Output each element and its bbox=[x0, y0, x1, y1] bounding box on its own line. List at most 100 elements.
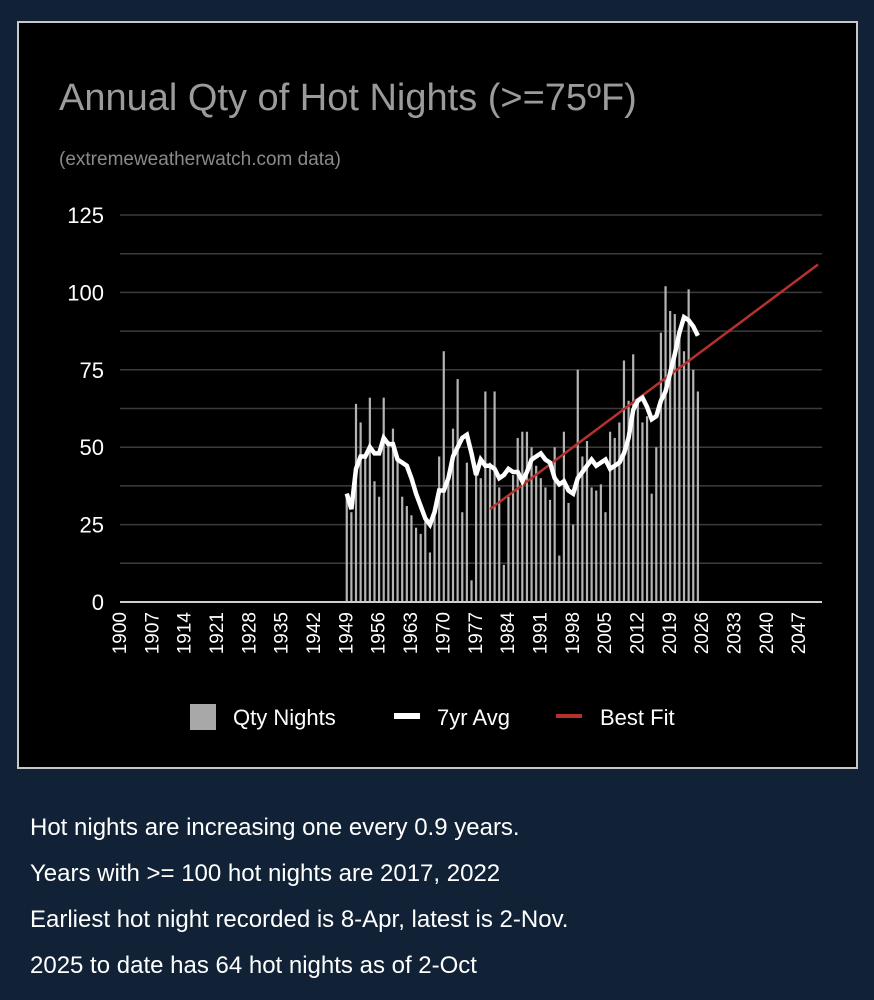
bar-2001 bbox=[590, 487, 593, 602]
y-tick-label: 125 bbox=[67, 203, 104, 228]
bar-1965 bbox=[424, 521, 427, 602]
bar-1999 bbox=[581, 456, 584, 602]
legend-label-qty-nights: Qty Nights bbox=[233, 705, 336, 730]
x-tick-label: 2026 bbox=[692, 612, 713, 654]
bar-series bbox=[345, 286, 699, 602]
bar-1949 bbox=[350, 512, 353, 602]
x-tick-label: 1998 bbox=[563, 612, 584, 654]
bar-1979 bbox=[488, 462, 492, 602]
bar-1962 bbox=[410, 515, 413, 602]
bar-1976 bbox=[475, 471, 478, 602]
bar-1958 bbox=[391, 428, 395, 602]
bar-1957 bbox=[387, 441, 390, 602]
x-tick-label: 2012 bbox=[627, 612, 648, 654]
x-tick-label: 1900 bbox=[110, 612, 131, 654]
bar-2010 bbox=[632, 354, 635, 602]
x-axis: 1900 1907 1914 1921 1928 1935 1942 1949 1956 1963… bbox=[110, 612, 810, 655]
bar-2016 bbox=[659, 332, 663, 602]
bar-1959 bbox=[396, 459, 399, 602]
x-tick-label: 1914 bbox=[175, 612, 196, 655]
x-tick-label: 1907 bbox=[142, 612, 163, 654]
note-year-to-date: 2025 to date has 64 hot nights as of 2-O… bbox=[30, 952, 477, 979]
y-tick-label: 0 bbox=[92, 590, 104, 615]
bar-1971 bbox=[451, 428, 455, 602]
bar-1980 bbox=[493, 391, 496, 602]
chart: Annual Qty of Hot Nights (>=75ºF) (extre… bbox=[59, 77, 822, 730]
legend-swatch-7yr-avg bbox=[394, 713, 420, 719]
y-axis: 0 25 50 75 100 125 bbox=[67, 203, 104, 615]
bar-2007 bbox=[618, 422, 621, 602]
bar-1993 bbox=[553, 447, 556, 602]
bar-2021 bbox=[682, 351, 686, 602]
x-tick-label: 1928 bbox=[239, 612, 260, 654]
bar-1986 bbox=[521, 431, 524, 602]
bar-1964 bbox=[419, 533, 422, 602]
bar-1969 bbox=[442, 351, 445, 602]
x-tick-label: 1935 bbox=[272, 612, 293, 654]
legend-label-best-fit: Best Fit bbox=[600, 705, 675, 730]
x-tick-label: 1949 bbox=[336, 612, 357, 654]
bar-2019 bbox=[673, 314, 676, 602]
bar-1961 bbox=[405, 506, 408, 602]
bar-2013 bbox=[645, 416, 649, 602]
bar-1997 bbox=[572, 524, 575, 602]
bar-1988 bbox=[530, 447, 533, 602]
bar-1955 bbox=[378, 496, 381, 602]
legend-label-7yr-avg: 7yr Avg bbox=[437, 705, 510, 730]
bar-2012 bbox=[641, 422, 644, 602]
bar-2011 bbox=[636, 403, 639, 602]
bar-1968 bbox=[438, 456, 441, 602]
chart-subtitle: (extremeweatherwatch.com data) bbox=[59, 149, 341, 170]
x-tick-label: 2033 bbox=[724, 612, 745, 654]
x-tick-label: 1970 bbox=[433, 612, 454, 654]
bar-1995 bbox=[562, 431, 565, 602]
legend-swatch-qty-nights bbox=[190, 704, 216, 730]
bar-1973 bbox=[461, 512, 464, 602]
seven-year-avg-line bbox=[344, 313, 700, 530]
best-fit-line bbox=[489, 263, 819, 511]
x-tick-label: 1942 bbox=[304, 612, 325, 654]
note-trend: Hot nights are increasing one every 0.9 … bbox=[30, 814, 520, 841]
x-tick-label: 2047 bbox=[789, 612, 810, 654]
bar-1963 bbox=[414, 527, 418, 602]
x-tick-label: 1977 bbox=[466, 612, 487, 654]
y-tick-label: 50 bbox=[80, 435, 104, 460]
y-tick-label: 75 bbox=[80, 358, 104, 383]
bar-1956 bbox=[382, 397, 385, 602]
note-earliest-latest: Earliest hot night recorded is 8-Apr, la… bbox=[30, 906, 569, 933]
x-tick-label: 1991 bbox=[530, 612, 551, 654]
bar-1992 bbox=[548, 499, 552, 602]
bar-1974 bbox=[465, 462, 468, 602]
bar-1951 bbox=[359, 422, 362, 602]
bar-1982 bbox=[502, 564, 505, 602]
bar-2000 bbox=[585, 441, 589, 602]
bar-1967 bbox=[433, 509, 436, 602]
bar-2005 bbox=[609, 431, 612, 602]
x-tick-label: 1984 bbox=[498, 612, 519, 655]
chart-title: Annual Qty of Hot Nights (>=75ºF) bbox=[59, 77, 637, 119]
bar-1996 bbox=[567, 502, 570, 602]
bar-1985 bbox=[516, 437, 519, 602]
note-100-plus-years: Years with >= 100 hot nights are 2017, 2… bbox=[30, 860, 501, 887]
bar-2003 bbox=[599, 484, 602, 602]
bar-1950 bbox=[354, 403, 358, 602]
legend: Qty Nights 7yr Avg Best Fit bbox=[190, 704, 675, 730]
x-tick-label: 2005 bbox=[595, 612, 616, 654]
bar-2006 bbox=[613, 437, 616, 602]
y-tick-label: 25 bbox=[80, 513, 104, 538]
bar-2009 bbox=[627, 400, 630, 602]
bar-1954 bbox=[373, 481, 376, 602]
bar-2020 bbox=[678, 335, 681, 602]
bar-1978 bbox=[484, 391, 487, 602]
bar-1966 bbox=[428, 552, 432, 602]
x-tick-label: 2019 bbox=[660, 612, 681, 654]
bar-1984 bbox=[511, 475, 515, 602]
line-series bbox=[344, 263, 819, 530]
x-tick-label: 1921 bbox=[207, 612, 228, 654]
bar-2018 bbox=[669, 310, 672, 602]
bar-1991 bbox=[544, 487, 547, 602]
bar-1989 bbox=[535, 465, 538, 602]
bar-1953 bbox=[368, 397, 371, 602]
bar-2014 bbox=[650, 493, 653, 602]
bar-1972 bbox=[456, 379, 459, 602]
